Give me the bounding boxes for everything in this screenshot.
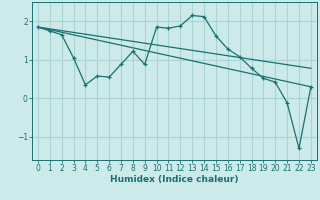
X-axis label: Humidex (Indice chaleur): Humidex (Indice chaleur): [110, 175, 239, 184]
